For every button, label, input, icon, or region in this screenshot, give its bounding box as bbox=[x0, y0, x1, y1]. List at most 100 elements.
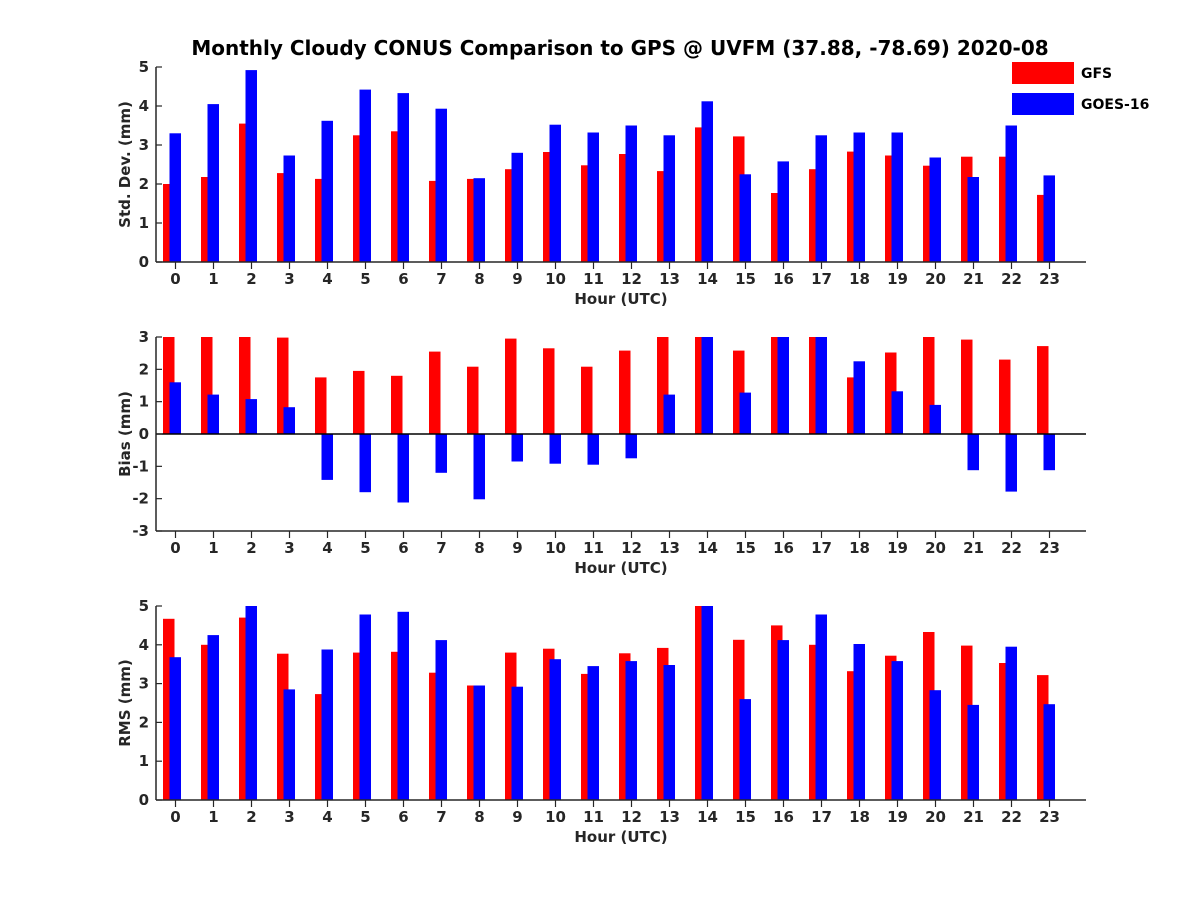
bar-gfs-hour-21 bbox=[961, 645, 973, 800]
bar-goes16-hour-11 bbox=[587, 434, 599, 465]
bar-gfs-hour-5 bbox=[353, 370, 365, 434]
bar-goes16-hour-4 bbox=[321, 120, 333, 262]
x-tick-label: 6 bbox=[398, 808, 408, 826]
x-tick-label: 18 bbox=[849, 270, 870, 288]
bar-goes16-hour-1 bbox=[207, 104, 219, 262]
bar-goes16-hour-7 bbox=[435, 640, 447, 800]
bar-goes16-hour-19 bbox=[891, 132, 903, 262]
bar-gfs-hour-22 bbox=[999, 359, 1011, 434]
bar-gfs-hour-22 bbox=[999, 663, 1011, 800]
bar-goes16-hour-18 bbox=[853, 132, 865, 262]
bar-gfs-hour-4 bbox=[315, 694, 327, 800]
bar-gfs-hour-23 bbox=[1037, 675, 1049, 800]
bar-gfs-hour-16 bbox=[771, 337, 783, 434]
bar-gfs-hour-2 bbox=[239, 123, 251, 262]
y-axis-label: RMS (mm) bbox=[116, 659, 134, 746]
x-tick-label: 8 bbox=[474, 539, 484, 557]
x-tick-label: 3 bbox=[284, 808, 294, 826]
x-tick-label: 16 bbox=[773, 808, 794, 826]
bar-gfs-hour-18 bbox=[847, 377, 859, 434]
bar-goes16-hour-11 bbox=[587, 666, 599, 800]
bar-goes16-hour-6 bbox=[397, 93, 409, 262]
y-tick-label: -1 bbox=[132, 457, 149, 475]
bar-gfs-hour-12 bbox=[619, 154, 631, 262]
bar-goes16-hour-19 bbox=[891, 391, 903, 434]
x-tick-label: 17 bbox=[811, 808, 832, 826]
bar-gfs-hour-1 bbox=[201, 644, 213, 800]
bar-gfs-hour-6 bbox=[391, 375, 403, 434]
bar-goes16-hour-1 bbox=[207, 635, 219, 800]
bar-gfs-hour-17 bbox=[809, 644, 821, 800]
y-tick-label: 0 bbox=[139, 425, 149, 443]
bar-gfs-hour-17 bbox=[809, 337, 821, 434]
bar-gfs-hour-18 bbox=[847, 671, 859, 800]
x-axis-label: Hour (UTC) bbox=[574, 559, 667, 577]
x-tick-label: 21 bbox=[963, 808, 984, 826]
bar-goes16-hour-11 bbox=[587, 132, 599, 262]
x-tick-label: 9 bbox=[512, 539, 522, 557]
bar-gfs-hour-10 bbox=[543, 348, 555, 434]
x-tick-label: 20 bbox=[925, 808, 946, 826]
bar-goes16-hour-22 bbox=[1005, 646, 1017, 800]
bar-goes16-hour-5 bbox=[359, 89, 371, 262]
y-tick-label: 4 bbox=[139, 636, 149, 654]
x-tick-label: 3 bbox=[284, 539, 294, 557]
bar-goes16-hour-23 bbox=[1043, 434, 1055, 471]
x-tick-label: 22 bbox=[1001, 270, 1022, 288]
bar-goes16-hour-10 bbox=[549, 659, 561, 800]
x-tick-label: 18 bbox=[849, 539, 870, 557]
bar-gfs-hour-20 bbox=[923, 632, 935, 800]
bar-gfs-hour-13 bbox=[657, 337, 669, 434]
bar-goes16-hour-15 bbox=[739, 392, 751, 434]
x-tick-label: 12 bbox=[621, 270, 642, 288]
bar-gfs-hour-15 bbox=[733, 639, 745, 800]
x-tick-label: 17 bbox=[811, 539, 832, 557]
bar-gfs-hour-23 bbox=[1037, 194, 1049, 262]
legend-swatch-gfs bbox=[1012, 62, 1074, 84]
bar-goes16-hour-20 bbox=[929, 690, 941, 800]
bar-goes16-hour-23 bbox=[1043, 704, 1055, 800]
x-tick-label: 18 bbox=[849, 808, 870, 826]
x-tick-label: 22 bbox=[1001, 539, 1022, 557]
bar-goes16-hour-20 bbox=[929, 404, 941, 434]
x-tick-label: 9 bbox=[512, 808, 522, 826]
bar-gfs-hour-20 bbox=[923, 165, 935, 262]
bar-gfs-hour-1 bbox=[201, 177, 213, 262]
legend-swatch-goes16 bbox=[1012, 93, 1074, 115]
bar-gfs-hour-7 bbox=[429, 180, 441, 262]
x-tick-label: 13 bbox=[659, 270, 680, 288]
x-tick-label: 0 bbox=[170, 270, 180, 288]
bar-gfs-hour-19 bbox=[885, 155, 897, 262]
x-tick-label: 17 bbox=[811, 270, 832, 288]
bar-goes16-hour-8 bbox=[473, 178, 485, 262]
bar-gfs-hour-17 bbox=[809, 169, 821, 262]
bar-goes16-hour-12 bbox=[625, 125, 637, 262]
bar-gfs-hour-8 bbox=[467, 178, 479, 262]
bar-gfs-hour-12 bbox=[619, 653, 631, 800]
bar-goes16-hour-0 bbox=[169, 382, 181, 434]
x-tick-label: 9 bbox=[512, 270, 522, 288]
bar-gfs-hour-0 bbox=[163, 618, 175, 800]
bar-goes16-hour-0 bbox=[169, 657, 181, 800]
x-tick-label: 2 bbox=[246, 539, 256, 557]
bar-goes16-hour-2 bbox=[245, 399, 257, 434]
y-tick-label: 5 bbox=[139, 597, 149, 615]
x-tick-label: 5 bbox=[360, 539, 370, 557]
x-tick-label: 19 bbox=[887, 539, 908, 557]
x-tick-label: 16 bbox=[773, 539, 794, 557]
bar-gfs-hour-9 bbox=[505, 169, 517, 262]
bar-goes16-hour-19 bbox=[891, 661, 903, 800]
x-tick-label: 0 bbox=[170, 808, 180, 826]
bar-gfs-hour-8 bbox=[467, 366, 479, 434]
bar-gfs-hour-13 bbox=[657, 171, 669, 262]
x-tick-label: 20 bbox=[925, 539, 946, 557]
x-tick-label: 11 bbox=[583, 539, 604, 557]
y-tick-label: 0 bbox=[139, 791, 149, 809]
bar-goes16-hour-0 bbox=[169, 133, 181, 262]
bar-gfs-hour-14 bbox=[695, 127, 707, 263]
x-tick-label: 12 bbox=[621, 539, 642, 557]
bar-goes16-hour-17 bbox=[815, 614, 827, 800]
bar-goes16-hour-20 bbox=[929, 157, 941, 262]
bar-goes16-hour-3 bbox=[283, 155, 295, 262]
